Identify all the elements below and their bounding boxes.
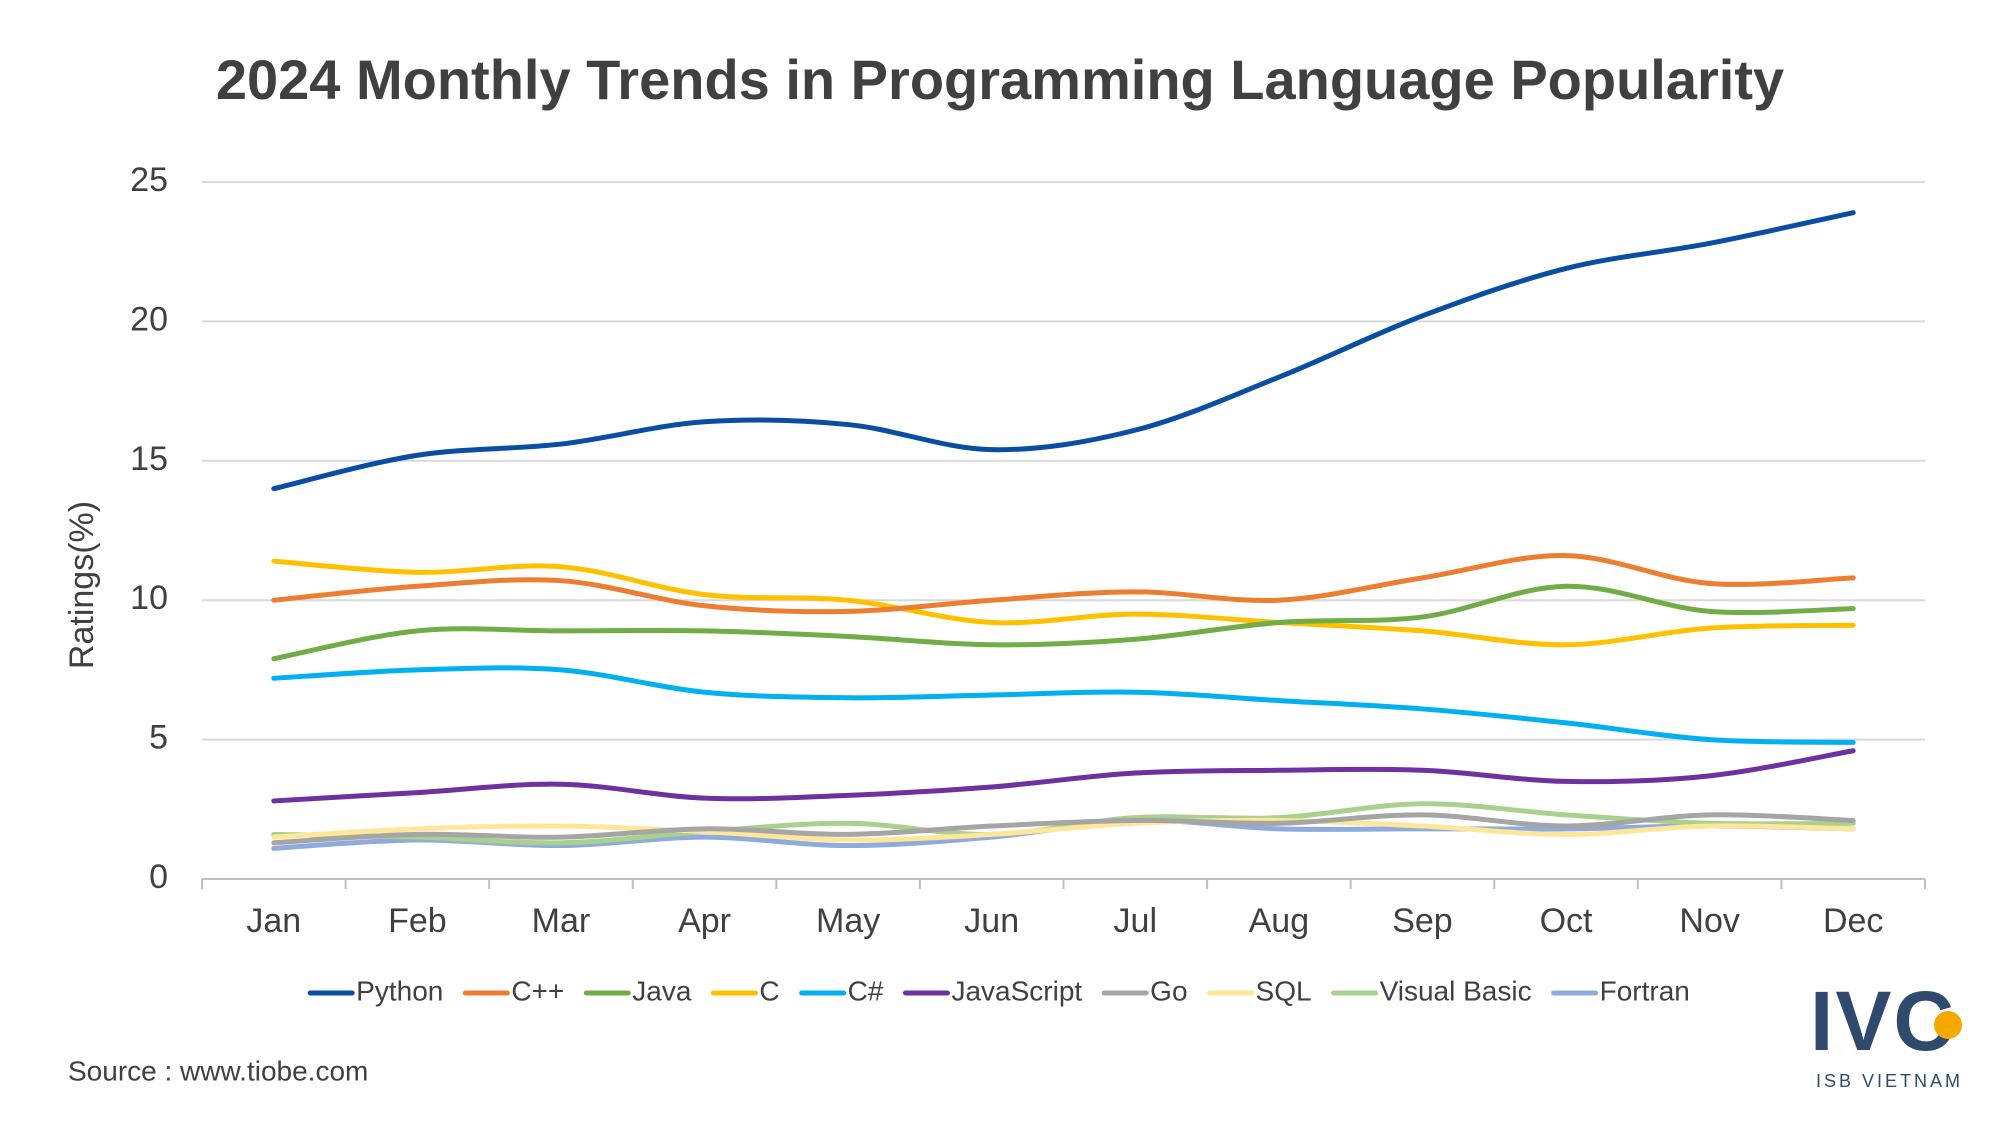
legend-label: Java: [632, 975, 692, 1006]
x-tick-label: Jan: [246, 902, 301, 940]
series-line: [271, 210, 1856, 492]
legend-label: Python: [356, 975, 443, 1006]
series-line: [271, 748, 1856, 804]
legend-label: Visual Basic: [1380, 975, 1532, 1006]
x-tick-label: Dec: [1823, 902, 1883, 940]
legend: Python C++ Java C C# JavaScript Go SQL Visual Ba…: [307, 975, 1690, 1006]
x-tick-label: Mar: [532, 902, 591, 940]
x-tick-label: Sep: [1392, 902, 1453, 940]
logo-subtitle: ISB VIETNAM: [1816, 1071, 1963, 1091]
y-tick-label: 20: [130, 300, 168, 338]
x-tick-label: Jun: [964, 902, 1019, 940]
logo-dot: [1934, 1011, 1962, 1039]
x-tick-label: May: [816, 902, 880, 940]
legend-label: C#: [848, 975, 884, 1006]
series-line: [271, 812, 1856, 846]
legend-label: Fortran: [1600, 975, 1690, 1006]
legend-label: C: [759, 975, 779, 1006]
x-tick-label: Nov: [1679, 902, 1739, 940]
x-tick-label: Feb: [388, 902, 447, 940]
y-tick-label: 5: [149, 719, 168, 757]
series-line: [271, 665, 1856, 745]
series-line: [271, 817, 1856, 843]
chart-title: 2024 Monthly Trends in Programming Langu…: [216, 48, 1784, 111]
y-axis-label: Ratings(%): [63, 501, 101, 669]
legend-label: JavaScript: [951, 975, 1082, 1006]
y-tick-label: 10: [130, 579, 168, 617]
x-tick-label: Aug: [1249, 902, 1310, 940]
legend-label: C++: [511, 975, 564, 1006]
source: Source : www.tiobe.com: [68, 1055, 368, 1086]
legend-label: SQL: [1256, 975, 1312, 1006]
x-tick-label: Jul: [1114, 902, 1157, 940]
legend-label: Go: [1150, 975, 1187, 1006]
y-tick-label: 25: [130, 161, 168, 199]
series-line: [271, 553, 1856, 615]
logo: IVC ISB VIETNAM: [1810, 974, 1963, 1091]
series-line: [271, 558, 1856, 648]
y-tick-label: 0: [149, 858, 168, 896]
series-line: [271, 583, 1856, 662]
logo-text: IVC: [1810, 974, 1956, 1068]
x-tick-label: Apr: [678, 902, 731, 940]
y-tick-label: 15: [130, 440, 168, 478]
x-tick-label: Oct: [1540, 902, 1593, 940]
